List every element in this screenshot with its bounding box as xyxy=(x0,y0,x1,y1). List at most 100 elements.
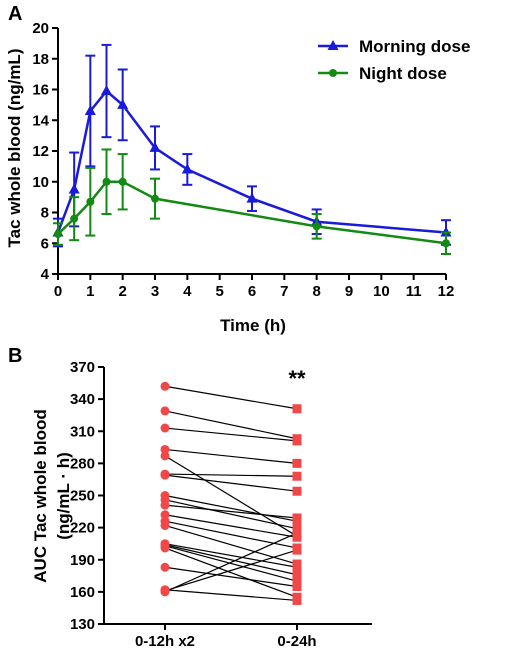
y-tick-label: 370 xyxy=(70,359,95,376)
y-tick-label: 6 xyxy=(41,235,49,252)
data-point xyxy=(54,230,62,239)
x-tick-label: 6 xyxy=(248,283,256,300)
pair-line xyxy=(164,544,298,576)
x-tick-label: 0-24h xyxy=(277,633,316,650)
x-tick-label: 4 xyxy=(183,283,192,300)
data-point xyxy=(117,98,129,109)
point-24h xyxy=(292,528,302,538)
pair-line xyxy=(164,448,298,464)
y-tick-label: 130 xyxy=(70,616,95,633)
pair-line xyxy=(164,532,298,593)
y-tick-label: 18 xyxy=(32,51,49,68)
x-tick-label: 3 xyxy=(151,283,159,300)
pair-line xyxy=(164,385,298,410)
data-point xyxy=(102,177,111,186)
data-point xyxy=(70,214,79,223)
y-tick-label: 20 xyxy=(32,20,49,37)
pair-line xyxy=(164,473,298,477)
pair-line xyxy=(164,543,298,568)
y-tick-label: 4 xyxy=(41,266,50,283)
x-tick-label: 5 xyxy=(215,283,223,300)
pair-line xyxy=(164,589,298,602)
point-12h xyxy=(160,520,170,530)
x-tick-label: 8 xyxy=(312,283,320,300)
point-12h xyxy=(160,562,170,572)
y-tick-label: 16 xyxy=(32,82,49,99)
data-point xyxy=(312,222,321,231)
point-24h xyxy=(292,486,302,496)
x-tick-label: 0-12h x2 xyxy=(135,633,195,650)
pair-line xyxy=(164,410,298,440)
pair-line xyxy=(164,545,298,582)
y-tick-label: 190 xyxy=(70,552,95,569)
point-24h xyxy=(292,545,302,555)
x-tick-label: 9 xyxy=(345,283,353,300)
pair-line xyxy=(164,566,298,588)
y-tick-label: 310 xyxy=(70,423,95,440)
pair-line xyxy=(164,520,298,549)
data-point xyxy=(246,192,258,203)
panel-b-label: B xyxy=(8,345,22,367)
pair-line xyxy=(164,514,298,538)
point-12h xyxy=(160,500,170,510)
pair-line xyxy=(164,474,298,492)
point-24h xyxy=(292,576,302,586)
point-12h xyxy=(160,470,170,480)
pair-line xyxy=(164,547,298,598)
panel-b-axes: 130 160 190 220 250 280 310 340 370 0-12h x2 0-24h xyxy=(70,359,372,650)
point-24h xyxy=(292,582,302,592)
point-24h xyxy=(292,570,302,580)
pair-line xyxy=(164,499,298,530)
data-point xyxy=(86,197,95,206)
panel-a-series xyxy=(52,43,452,256)
series-line xyxy=(56,89,447,234)
point-12h xyxy=(160,585,170,595)
data-point xyxy=(68,183,80,194)
pair-line xyxy=(164,455,298,537)
legend-marker xyxy=(329,69,337,77)
point-24h xyxy=(292,404,302,414)
data-point xyxy=(101,85,112,96)
legend-marker xyxy=(327,40,339,50)
pair-line xyxy=(164,524,298,565)
panel-a-label: A xyxy=(8,3,22,25)
x-tick-label: 1 xyxy=(86,283,94,300)
panel-a-ylabel: Tac whole blood (ng/mL) xyxy=(5,49,24,248)
x-tick-label: 11 xyxy=(406,283,422,300)
point-12h xyxy=(160,543,170,553)
point-24h xyxy=(292,595,302,605)
x-tick-label: 2 xyxy=(118,283,126,300)
y-tick-label: 250 xyxy=(70,488,95,505)
y-tick-label: 10 xyxy=(32,174,49,191)
pair-line xyxy=(164,427,298,442)
panel-b: B 130 160 190 220 250 280 310 340 370 0-12h x2 0-2… xyxy=(8,345,372,650)
x-tick-label: 0 xyxy=(54,283,62,300)
point-12h xyxy=(160,381,170,391)
pair-line xyxy=(164,494,298,522)
x-tick-label: 7 xyxy=(280,283,288,300)
x-tick-label: 10 xyxy=(373,283,390,300)
data-point xyxy=(181,163,193,174)
panel-b-significance: ** xyxy=(288,366,306,391)
legend-label: Night dose xyxy=(359,64,447,83)
y-tick-label: 340 xyxy=(70,391,95,408)
panel-a-xlabel: Time (h) xyxy=(220,316,286,335)
data-point xyxy=(442,239,450,248)
panel-b-ylabel-line1: AUC Tac whole blood xyxy=(31,409,50,582)
y-tick-label: 160 xyxy=(70,584,95,601)
point-24h xyxy=(292,513,302,523)
point-12h xyxy=(160,510,170,520)
point-12h xyxy=(160,451,170,461)
point-24h xyxy=(292,562,302,572)
point-12h xyxy=(160,423,170,433)
y-tick-label: 14 xyxy=(32,112,49,129)
y-tick-label: 220 xyxy=(70,520,95,537)
point-24h xyxy=(292,458,302,468)
pair-line xyxy=(164,549,298,592)
x-tick-label: 12 xyxy=(438,283,455,300)
panel-b-ylabel-line2: (ng/mL · h) xyxy=(54,452,73,540)
legend-label: Morning dose xyxy=(359,37,470,56)
pair-line xyxy=(164,504,298,519)
